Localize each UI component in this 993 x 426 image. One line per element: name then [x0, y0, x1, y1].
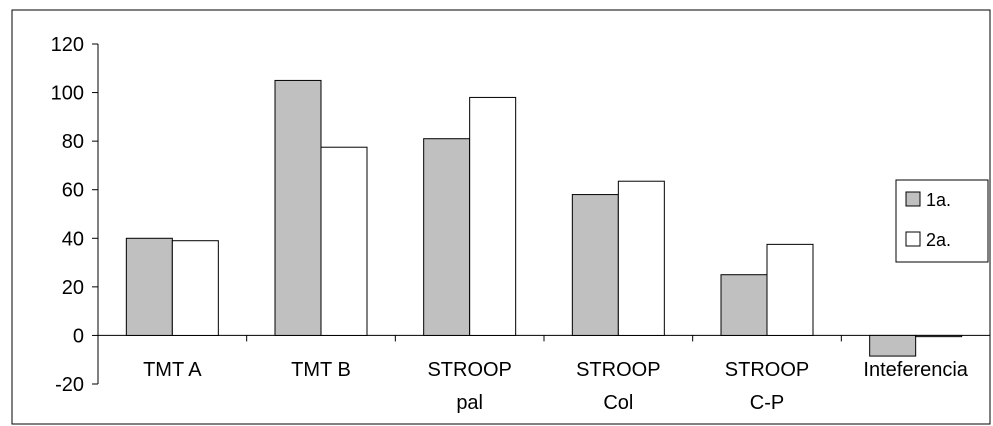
category-label: STROOP: [725, 359, 809, 381]
y-tick-label: 0: [73, 325, 84, 347]
y-tick-label: 100: [51, 83, 84, 105]
bar-1-6: [869, 334, 917, 357]
y-tick-label: 80: [62, 131, 84, 153]
bar-2-2: [320, 146, 368, 336]
legend-label: 2a.: [926, 230, 951, 250]
y-tick-label: 120: [51, 34, 84, 56]
bar-1-4: [571, 194, 619, 336]
y-tick-label: 20: [62, 277, 84, 299]
bar-1-5: [720, 274, 768, 336]
category-label: TMT A: [143, 359, 202, 381]
y-tick-label: -20: [55, 374, 84, 396]
legend-swatch: [905, 231, 921, 247]
bar-1-1: [125, 237, 173, 336]
category-label: Inteferencia: [863, 359, 968, 381]
bar-2-4: [617, 180, 665, 336]
bar-2-1: [171, 240, 219, 336]
axes: -20 0 20 40 60 80 100 120: [51, 34, 990, 396]
category-label: Col: [603, 392, 633, 414]
bar-2-3: [469, 96, 517, 336]
category-label: STROOP: [576, 359, 660, 381]
category-label: TMT B: [291, 359, 351, 381]
category-label: C-P: [750, 392, 784, 414]
bar-1-3: [423, 138, 471, 336]
category-label: STROOP: [427, 359, 511, 381]
bars: [125, 79, 963, 357]
bar-2-5: [766, 243, 814, 336]
legend: 1a. 2a.: [895, 179, 989, 263]
bar-1-2: [274, 79, 322, 336]
category-label: pal: [456, 392, 483, 414]
y-tick-label: 60: [62, 180, 84, 202]
y-tick-label: 40: [62, 228, 84, 250]
legend-label: 1a.: [926, 190, 951, 210]
legend-swatch: [905, 191, 921, 207]
category-labels: TMT A TMT B STROOP pal STROOP Col STROOP C-P Int…: [143, 359, 969, 414]
bar-2-6: [915, 334, 963, 338]
